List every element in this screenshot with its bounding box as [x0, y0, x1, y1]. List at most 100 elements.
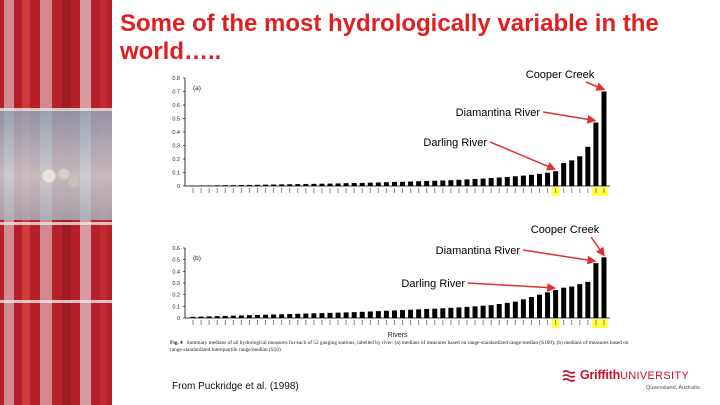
bar [504, 176, 510, 186]
building-photo [0, 0, 112, 405]
y-tick-label: 0.6 [172, 246, 180, 252]
x-tick-mark [410, 320, 412, 325]
x-tick-mark [514, 188, 516, 193]
bar [440, 308, 446, 318]
x-tick-mark [369, 188, 371, 193]
x-tick-mark [595, 188, 597, 193]
annotation-label: Darling River [423, 137, 487, 149]
x-tick-mark [474, 188, 476, 193]
bar [198, 316, 204, 318]
annotation-arrow [585, 81, 606, 91]
bar [375, 311, 381, 318]
bar [351, 183, 357, 186]
x-tick-mark [539, 320, 541, 325]
bar [230, 185, 236, 186]
x-tick-mark [482, 188, 484, 193]
bar [287, 184, 293, 186]
x-tick-mark [200, 320, 202, 325]
x-tick-mark [555, 320, 557, 325]
x-tick-mark [216, 188, 218, 193]
people-on-balcony [34, 160, 84, 200]
annotation-label: Diamantina River [436, 245, 521, 257]
x-tick-mark [232, 320, 234, 325]
x-tick-mark [329, 188, 331, 193]
x-tick-mark [289, 320, 291, 325]
bar [569, 286, 575, 318]
bar [601, 91, 607, 186]
bar [246, 315, 252, 318]
bar [593, 263, 599, 318]
panel-label: (a) [193, 85, 201, 92]
x-tick-mark [329, 320, 331, 325]
bar [424, 309, 430, 318]
x-tick-mark [587, 320, 589, 325]
y-tick-label: 0.3 [172, 144, 180, 150]
x-tick-mark [385, 188, 387, 193]
griffith-logo: GriffithUNIVERSITY Queensland, Australia [560, 366, 720, 400]
bar [279, 314, 285, 318]
bar [472, 178, 478, 186]
annotation-label: Darling River [401, 278, 465, 290]
x-tick-mark [563, 320, 565, 325]
bar [391, 310, 397, 318]
bar [295, 313, 301, 318]
bar [480, 305, 486, 318]
y-tick-label: 0.4 [172, 269, 180, 275]
y-tick-label: 0 [177, 184, 180, 190]
bar [263, 184, 269, 186]
bar [214, 316, 220, 318]
x-tick-mark [273, 188, 275, 193]
annotation-label: Diamantina River [456, 107, 541, 119]
x-tick-mark [248, 188, 250, 193]
y-tick-label: 0.2 [172, 157, 180, 163]
x-tick-mark [361, 320, 363, 325]
bar [456, 307, 462, 318]
bar [537, 173, 543, 186]
bar [432, 308, 438, 318]
x-tick-mark [547, 188, 549, 193]
x-tick-mark [337, 320, 339, 325]
slide-title: Some of the most hydrologically variable… [120, 10, 659, 65]
x-tick-mark [418, 320, 420, 325]
bar [190, 185, 196, 187]
y-tick-label: 0 [177, 316, 180, 322]
bar [464, 306, 470, 318]
bar [416, 181, 422, 186]
bar [271, 314, 277, 318]
bar [238, 185, 244, 186]
y-tick-label: 0.1 [172, 304, 180, 310]
x-tick-mark [377, 188, 379, 193]
bar [456, 179, 462, 186]
x-tick-mark [297, 320, 299, 325]
griffith-crest-icon [562, 370, 576, 382]
bar [367, 311, 373, 318]
bar [206, 316, 212, 318]
bar [343, 312, 349, 318]
x-tick-mark [321, 188, 323, 193]
y-tick-label: 0.7 [172, 90, 180, 96]
x-tick-mark [434, 188, 436, 193]
logo-brand: Griffith [580, 368, 621, 382]
y-tick-label: 0.6 [172, 103, 180, 109]
x-tick-mark [587, 188, 589, 193]
bar [545, 292, 551, 318]
x-tick-mark [490, 188, 492, 193]
bar [375, 182, 381, 186]
y-tick-label: 0.3 [172, 281, 180, 287]
bar [303, 313, 309, 318]
x-tick-mark [361, 188, 363, 193]
bar [335, 183, 341, 186]
x-tick-mark [369, 320, 371, 325]
x-tick-mark [490, 320, 492, 325]
annotation-label: Cooper Creek [526, 69, 595, 81]
bar [327, 312, 333, 318]
annotation-arrow [590, 236, 605, 257]
x-tick-mark [474, 320, 476, 325]
x-tick-mark [458, 320, 460, 325]
x-tick-mark [466, 188, 468, 193]
x-tick-mark [498, 188, 500, 193]
bar [383, 310, 389, 318]
annotation-arrow [467, 282, 557, 293]
y-tick-label: 0.8 [172, 76, 180, 82]
x-tick-mark [240, 188, 242, 193]
